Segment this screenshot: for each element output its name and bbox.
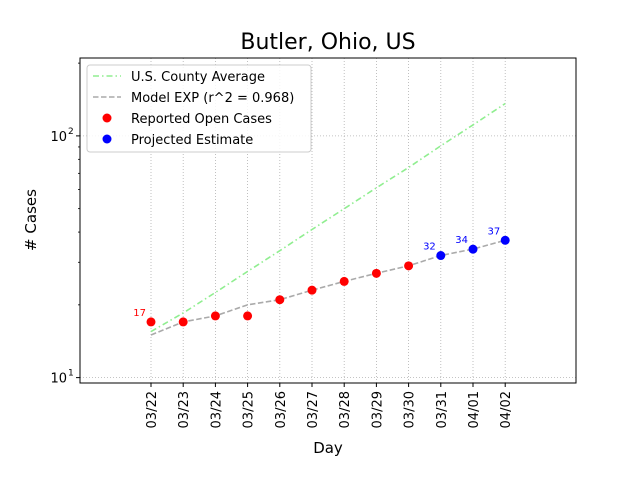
legend-label-projected-estimate: Projected Estimate <box>131 133 253 148</box>
point-reported-open-cases-03-28 <box>339 276 349 286</box>
point-reported-open-cases-03-30 <box>404 261 414 271</box>
annotations: 17 32 34 37 <box>133 226 500 319</box>
legend-label-reported-open-cases: Reported Open Cases <box>131 112 272 127</box>
markers <box>146 235 510 327</box>
plot-area-frame <box>79 57 577 384</box>
x-tick-label-03-23: 03/23 <box>177 391 192 428</box>
point-reported-open-cases-03-26 <box>275 295 285 305</box>
point-reported-open-cases-03-25 <box>243 311 253 321</box>
legend: U.S. County Average Model EXP (r^2 = 0.9… <box>86 64 312 153</box>
point-reported-open-cases-03-23 <box>178 317 188 327</box>
y-tick-label-exponent-10: 1 <box>68 369 74 379</box>
y-axis-label: # Cases <box>22 189 40 251</box>
point-projected-estimate-04-02 <box>500 235 510 245</box>
point-projected-estimate-03-31 <box>436 251 446 261</box>
data-label-03-31: 32 <box>423 242 436 253</box>
point-projected-estimate-04-01 <box>468 244 478 254</box>
x-tick-label-03-22: 03/22 <box>145 391 160 428</box>
series-lines <box>150 102 506 336</box>
y-tick-label-100: 10 <box>50 130 67 145</box>
point-reported-open-cases-03-27 <box>307 285 317 295</box>
x-tick-label-03-28: 03/28 <box>338 391 353 428</box>
x-tick-label-03-29: 03/29 <box>370 391 385 428</box>
x-tick-label-04-02: 04/02 <box>499 391 514 428</box>
x-tick-label-03-27: 03/27 <box>306 391 321 428</box>
point-reported-open-cases-03-29 <box>371 268 381 278</box>
legend-swatch-reported-open-cases <box>102 113 112 123</box>
x-tick-label-03-26: 03/26 <box>274 391 289 428</box>
x-axis: 03/22 03/23 03/24 03/25 03/26 03/27 03/28 03/29… <box>145 383 514 428</box>
x-tick-label-03-30: 03/30 <box>403 391 418 428</box>
data-label-03-22: 17 <box>133 308 146 319</box>
x-axis-label: Day <box>313 439 343 457</box>
legend-label-model-exp: Model EXP (r^2 = 0.968) <box>131 91 294 106</box>
point-reported-open-cases-03-22 <box>146 317 156 327</box>
x-tick-label-04-01: 04/01 <box>467 391 482 428</box>
x-tick-label-03-31: 03/31 <box>435 391 450 428</box>
chart-title: Butler, Ohio, US <box>240 30 415 55</box>
data-label-04-01: 34 <box>455 235 468 246</box>
line-u-s-county-average <box>150 102 506 333</box>
line-model-exp-r-2-0-968 <box>150 239 506 336</box>
point-reported-open-cases-03-24 <box>210 311 220 321</box>
x-tick-label-03-24: 03/24 <box>209 391 224 428</box>
y-tick-label-exponent-100: 2 <box>68 127 74 137</box>
legend-box <box>86 64 312 153</box>
data-label-04-02: 37 <box>487 226 500 237</box>
x-tick-label-03-25: 03/25 <box>242 391 257 428</box>
y-tick-label-10: 10 <box>50 372 67 387</box>
legend-label-us-county-average: U.S. County Average <box>131 70 265 85</box>
legend-swatch-projected-estimate <box>102 134 112 144</box>
